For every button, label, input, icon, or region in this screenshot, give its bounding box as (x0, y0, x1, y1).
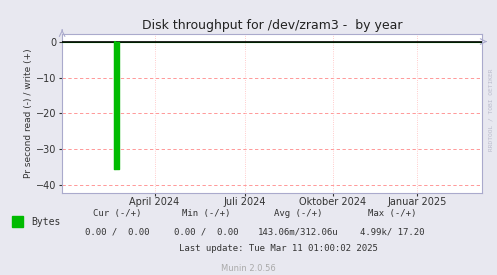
Text: Cur (-/+): Cur (-/+) (92, 209, 141, 218)
Text: 0.00 /  0.00: 0.00 / 0.00 (174, 228, 239, 237)
Text: 143.06m/312.06u: 143.06m/312.06u (258, 228, 338, 237)
Text: Max (-/+): Max (-/+) (368, 209, 417, 218)
Title: Disk throughput for /dev/zram3 -  by year: Disk throughput for /dev/zram3 - by year (142, 19, 403, 32)
Text: Min (-/+): Min (-/+) (182, 209, 231, 218)
Text: Last update: Tue Mar 11 01:00:02 2025: Last update: Tue Mar 11 01:00:02 2025 (179, 244, 378, 253)
Text: Munin 2.0.56: Munin 2.0.56 (221, 264, 276, 273)
Text: RRDTOOL / TOBI OETIKER: RRDTOOL / TOBI OETIKER (489, 69, 494, 151)
Text: 4.99k/ 17.20: 4.99k/ 17.20 (360, 228, 425, 237)
Text: Bytes: Bytes (31, 217, 60, 227)
Y-axis label: Pr second read (-) / write (+): Pr second read (-) / write (+) (24, 49, 33, 178)
Text: Avg (-/+): Avg (-/+) (274, 209, 323, 218)
Text: 0.00 /  0.00: 0.00 / 0.00 (84, 228, 149, 237)
